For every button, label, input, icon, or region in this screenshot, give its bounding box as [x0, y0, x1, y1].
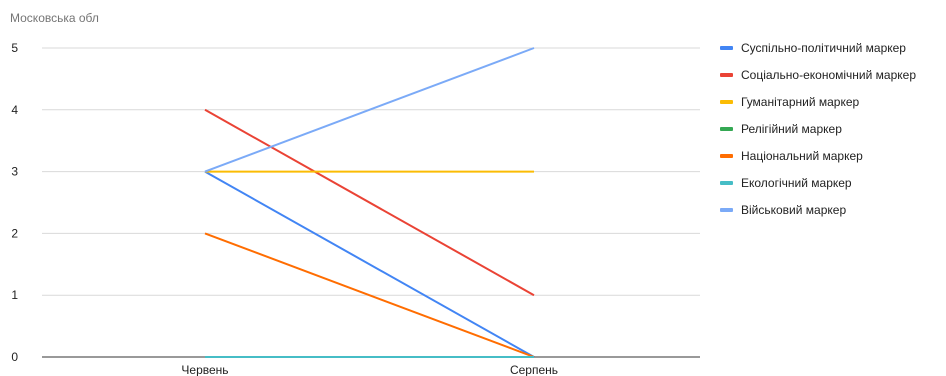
y-tick-label: 5: [11, 41, 18, 55]
x-tick-label: Червень: [181, 363, 228, 376]
y-tick-label: 1: [11, 288, 18, 302]
legend-swatch: [720, 127, 733, 131]
legend-swatch: [720, 208, 733, 212]
legend-label: Гуманітарний маркер: [741, 95, 860, 109]
series-line: [204, 47, 535, 173]
legend-item: Суспільно-політичний маркер: [720, 41, 906, 55]
y-tick-label: 2: [11, 226, 18, 240]
series-line: [204, 232, 535, 358]
legend-item: Гуманітарний маркер: [720, 95, 860, 109]
legend-label: Соціально-економічний маркер: [741, 68, 916, 82]
series-line: [204, 170, 535, 358]
y-tick-label: 0: [11, 350, 18, 364]
legend-swatch: [720, 100, 733, 104]
legend-item: Соціально-економічний маркер: [720, 68, 916, 82]
legend-swatch: [720, 181, 733, 185]
series-line: [204, 108, 535, 297]
legend-item: Релігійний маркер: [720, 122, 842, 136]
x-axis-ticks: Червень Серпень: [181, 363, 558, 376]
legend-swatch: [720, 46, 733, 50]
chart-title: Московська обл: [10, 11, 99, 25]
legend-label: Національний маркер: [741, 149, 863, 163]
legend-label: Військовий маркер: [741, 203, 846, 217]
legend-label: Екологічний маркер: [741, 176, 852, 190]
legend: Суспільно-політичний маркер Соціально-еко…: [720, 41, 916, 217]
legend-item: Екологічний маркер: [720, 176, 852, 190]
y-tick-label: 3: [11, 165, 18, 179]
y-tick-label: 4: [11, 103, 18, 117]
legend-item: Національний маркер: [720, 149, 863, 163]
y-axis-ticks: 0 1 2 3 4 5: [11, 41, 18, 364]
legend-swatch: [720, 154, 733, 158]
legend-label: Суспільно-політичний маркер: [741, 41, 906, 55]
series-lines: [204, 47, 535, 358]
legend-swatch: [720, 73, 733, 77]
x-tick-label: Серпень: [510, 363, 558, 376]
legend-item: Військовий маркер: [720, 203, 846, 217]
legend-label: Релігійний маркер: [741, 122, 842, 136]
